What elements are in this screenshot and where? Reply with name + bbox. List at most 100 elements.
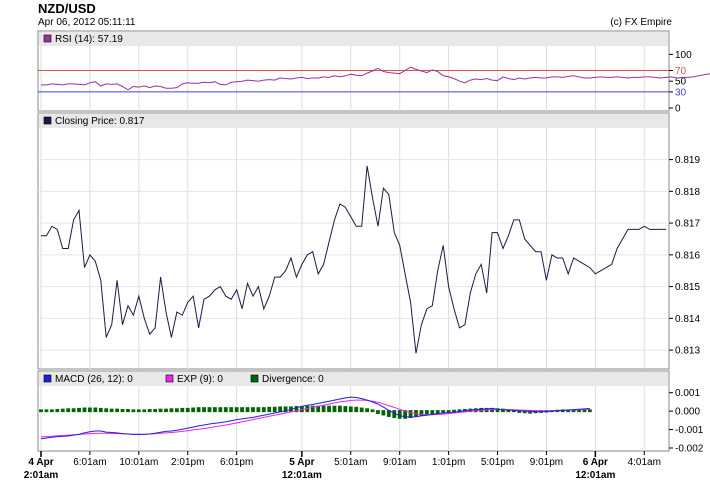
chart-credit: (c) FX Empire [610, 17, 672, 28]
divergence-bar [582, 409, 587, 413]
divergence-bar [577, 409, 581, 413]
macd-tick-label: -0.002 [675, 444, 704, 455]
divergence-bar [202, 407, 206, 413]
divergence-bar [169, 408, 174, 413]
divergence-bar [386, 410, 391, 417]
divergence-bar [126, 409, 130, 413]
price-legend-label: Closing Price: 0.817 [55, 116, 145, 127]
macd-panel-header [39, 372, 668, 386]
divergence-bar [44, 409, 49, 413]
divergence-bar [251, 407, 255, 413]
x-tick-label: 1:01pm [432, 457, 465, 468]
divergence-bar [207, 407, 212, 413]
divergence-bar [403, 410, 408, 419]
divergence-bar [381, 410, 386, 416]
divergence-bar [517, 410, 522, 413]
divergence-bar [82, 407, 87, 413]
divergence-bar [71, 408, 76, 413]
divergence-bar [365, 408, 369, 413]
price-legend-swatch [43, 116, 52, 125]
divergence-legend-swatch [250, 374, 259, 383]
price-tick-label: 0.818 [675, 187, 700, 198]
divergence-bar [120, 409, 125, 413]
divergence-bar [77, 407, 81, 413]
divergence-bar [522, 410, 527, 414]
divergence-bar [104, 408, 109, 413]
divergence-bar [376, 410, 380, 414]
divergence-bar [571, 409, 576, 413]
rsi-legend-swatch [43, 34, 52, 43]
divergence-bar [408, 410, 413, 419]
divergence-bar [115, 408, 119, 413]
divergence-bar [223, 407, 228, 413]
divergence-bar [180, 407, 185, 413]
divergence-bar [473, 408, 478, 413]
macd-legend-swatch [43, 374, 52, 383]
x-major-label: 4 Apr [28, 457, 53, 468]
divergence-bar [142, 409, 147, 413]
divergence-bar [495, 408, 500, 413]
divergence-bar [430, 410, 435, 415]
price-series-line [41, 165, 666, 354]
divergence-bar [511, 410, 516, 413]
divergence-bar [131, 409, 136, 413]
x-tick-label: 4:01am [628, 457, 661, 468]
price-tick-label: 0.814 [675, 314, 700, 325]
divergence-bar [501, 408, 505, 413]
rsi-tick-label: 0 [675, 104, 681, 115]
x-major-sublabel: 12:01am [282, 470, 322, 481]
rsi-tick-label: 70 [675, 66, 687, 77]
exp-legend-label: EXP (9): 0 [177, 374, 223, 385]
divergence-bar [370, 409, 375, 413]
divergence-bar [234, 407, 239, 413]
divergence-bar [327, 405, 331, 413]
divergence-bar [136, 409, 141, 413]
divergence-bar [66, 408, 71, 413]
x-tick-label: 10:01am [119, 457, 158, 468]
divergence-bar [218, 407, 223, 413]
divergence-bar [338, 405, 342, 413]
divergence-bar [359, 407, 364, 413]
rsi-legend-label: RSI (14): 57.19 [55, 34, 123, 45]
divergence-bar [283, 406, 288, 413]
divergence-bar [185, 407, 190, 413]
divergence-bar [267, 406, 272, 413]
divergence-bar [256, 407, 261, 413]
macd-tick-label: 0.001 [675, 388, 700, 399]
divergence-bar [240, 407, 244, 413]
divergence-bar [566, 409, 571, 413]
x-major-label: 6 Apr [583, 457, 608, 468]
x-tick-label: 6:01am [73, 457, 106, 468]
divergence-bar [343, 406, 348, 413]
divergence-bar [158, 408, 163, 413]
divergence-bar [441, 410, 446, 414]
divergence-bar [164, 408, 168, 413]
divergence-bar [316, 405, 321, 413]
divergence-bar [49, 409, 54, 413]
chart-title: NZD/USD [38, 1, 96, 16]
divergence-bar [213, 407, 217, 413]
divergence-bar [457, 409, 462, 413]
price-panel-header [39, 114, 668, 128]
rsi-series-line [41, 66, 710, 91]
divergence-bar [153, 409, 158, 413]
x-tick-label: 5:01am [334, 457, 367, 468]
price-panel-frame [37, 112, 670, 370]
x-major-sublabel: 12:01am [575, 470, 615, 481]
divergence-bar [174, 408, 179, 413]
divergence-legend-label: Divergence: 0 [262, 374, 324, 385]
x-tick-label: 9:01am [383, 457, 416, 468]
rsi-tick-label: 30 [675, 87, 687, 98]
x-tick-label: 2:01pm [171, 457, 204, 468]
x-tick-label: 5:01pm [481, 457, 514, 468]
divergence-bar [348, 406, 353, 413]
exp-legend-swatch [165, 374, 174, 383]
divergence-bar [506, 409, 511, 413]
macd-tick-label: -0.001 [675, 425, 704, 436]
divergence-bar [272, 406, 277, 413]
divergence-bar [147, 409, 152, 413]
divergence-bar [332, 405, 337, 413]
x-major-label: 5 Apr [289, 457, 314, 468]
divergence-bar [397, 410, 402, 419]
divergence-bar [261, 407, 266, 413]
